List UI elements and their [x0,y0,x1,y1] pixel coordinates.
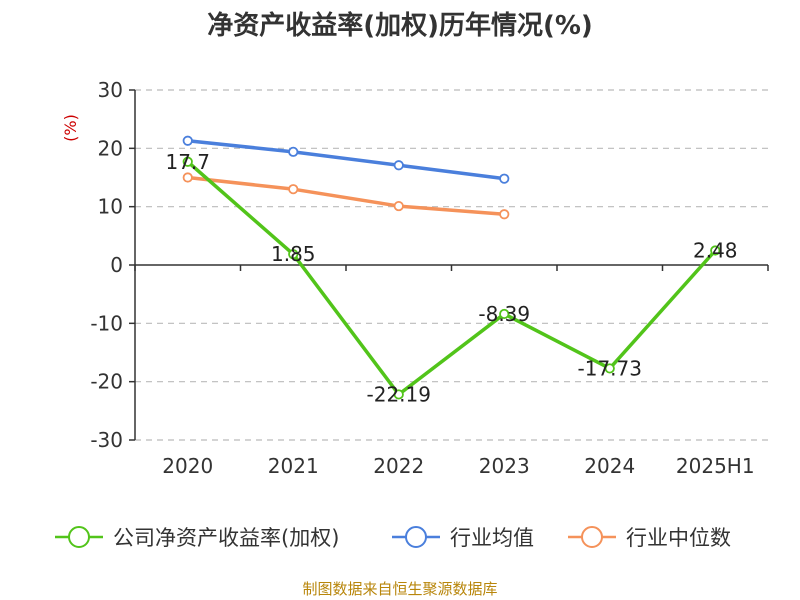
legend-label: 公司净资产收益率(加权) [113,526,339,550]
legend-item[interactable]: 行业均值 [392,526,534,550]
data-label: 1.85 [271,242,316,266]
x-tick-label: 2022 [373,454,424,478]
chart-title: 净资产收益率(加权)历年情况(%) [207,10,593,41]
data-label: -8.39 [478,302,530,326]
y-tick-label: -10 [90,311,123,335]
axes: 30 20 10 0 -10 -20 -30 2020 2021 2022 2023 2024 2025… [90,78,769,478]
x-tick-label: 2025H1 [676,454,755,478]
y-tick-label: 0 [110,253,123,277]
data-point [393,160,404,171]
series-line [187,175,505,216]
source-note: 制图数据来自恒生聚源数据库 [302,580,497,598]
x-tick-label: 2024 [584,454,635,478]
data-point [604,363,615,374]
y-tick-label: 10 [98,195,123,219]
data-point [499,209,510,220]
legend-marker [581,526,603,548]
data-label: 17.7 [165,150,210,174]
data-label: -17.73 [578,356,642,380]
data-point [288,146,299,157]
data-point [499,173,510,184]
legend-item[interactable]: 公司净资产收益率(加权) [55,526,339,550]
data-label: 2.48 [693,239,738,263]
x-tick-label: 2020 [162,454,213,478]
legend-marker [68,526,90,548]
data-point [499,308,510,320]
y-unit-label: (%) [61,114,80,142]
legend-label: 行业均值 [450,526,534,550]
legend: 公司净资产收益率(加权) 行业均值 行业中位数 [55,526,731,550]
data-point [393,389,404,400]
legend-item[interactable]: 行业中位数 [568,526,731,550]
series-line [187,139,505,181]
data-point [710,245,721,256]
y-tick-label: 20 [98,136,123,160]
data-labels: 17.7 1.85 -22.19 -8.39 -17.73 2.48 [165,150,737,407]
y-tick-label: -30 [90,428,123,452]
series-layer [182,135,721,400]
data-point [288,249,299,260]
y-tick-label: -20 [90,370,123,394]
legend-label: 行业中位数 [626,526,731,550]
data-point [288,184,299,195]
data-point [182,156,193,167]
series-line [186,160,717,397]
data-label: -22.19 [367,382,431,406]
x-tick-label: 2021 [268,454,319,478]
legend-marker [405,526,427,548]
data-point [182,135,193,146]
data-point [182,172,193,183]
x-tick-label: 2023 [479,454,530,478]
data-point [393,200,404,212]
y-tick-label: 30 [98,78,123,102]
